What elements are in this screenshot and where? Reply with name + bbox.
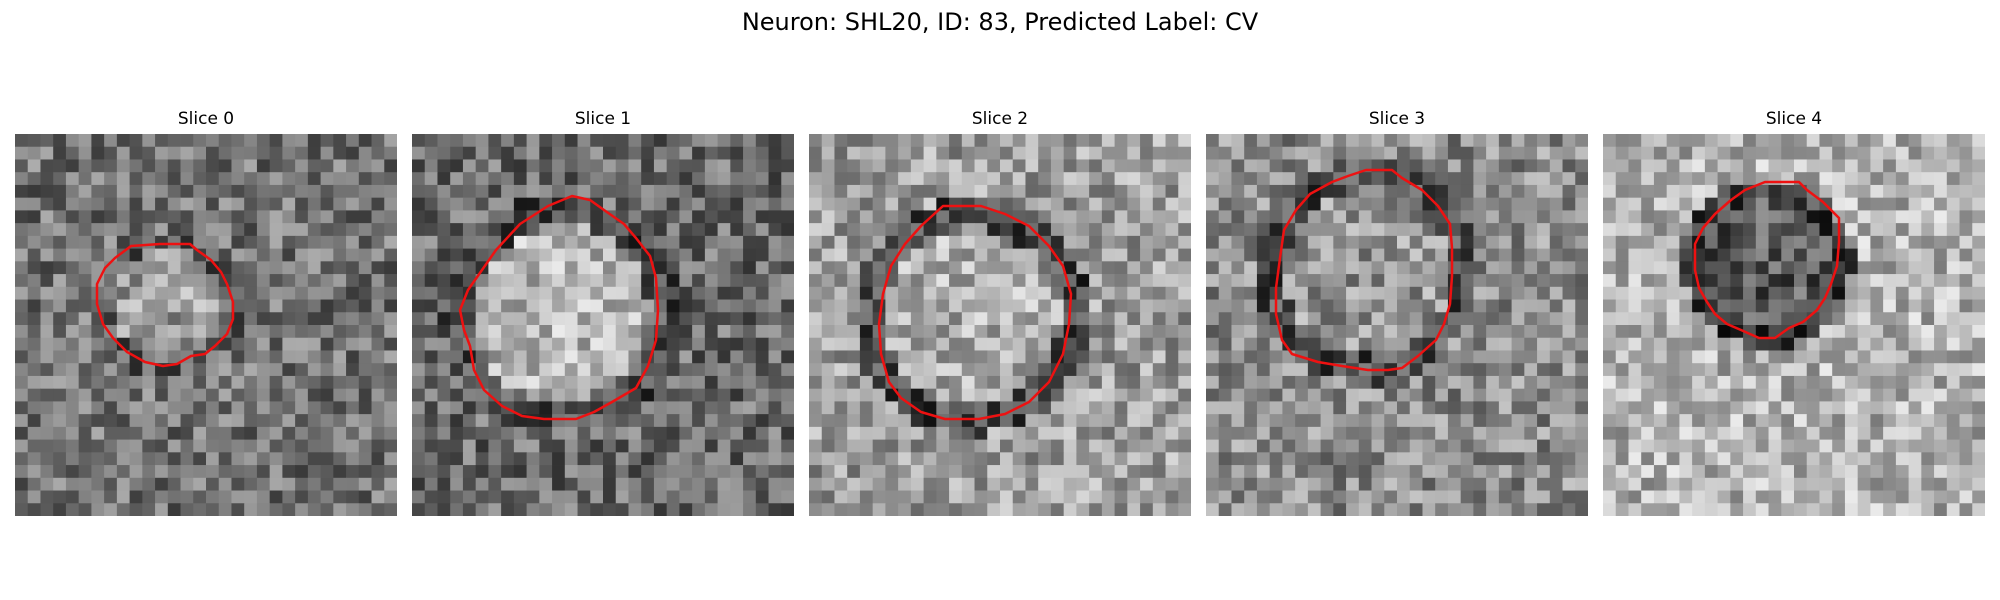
segmentation-contour — [877, 204, 1073, 421]
segmentation-contour — [1274, 168, 1454, 372]
microscopy-image — [412, 134, 794, 516]
slice-panel-3: Slice 3 — [1206, 108, 1588, 516]
microscopy-image — [1603, 134, 1985, 516]
slice-title: Slice 3 — [1368, 109, 1426, 129]
microscopy-image — [1206, 134, 1588, 516]
slice-title: Slice 4 — [1765, 109, 1823, 129]
segmentation-contour — [458, 194, 660, 421]
segmentation-contour — [95, 242, 235, 368]
figure-title: Neuron: SHL20, ID: 83, Predicted Label: … — [741, 8, 1259, 36]
slice-panel-4: Slice 4 — [1603, 108, 1985, 516]
slice-panel-1: Slice 1 — [412, 108, 794, 516]
slice-panel-0: Slice 0 — [15, 108, 397, 516]
segmentation-contour — [1693, 180, 1841, 340]
slice-title: Slice 0 — [177, 109, 235, 129]
microscopy-image — [809, 134, 1191, 516]
slice-panel-2: Slice 2 — [809, 108, 1191, 516]
slice-title: Slice 2 — [971, 109, 1029, 129]
slice-title: Slice 1 — [574, 109, 632, 129]
microscopy-image — [15, 134, 397, 516]
